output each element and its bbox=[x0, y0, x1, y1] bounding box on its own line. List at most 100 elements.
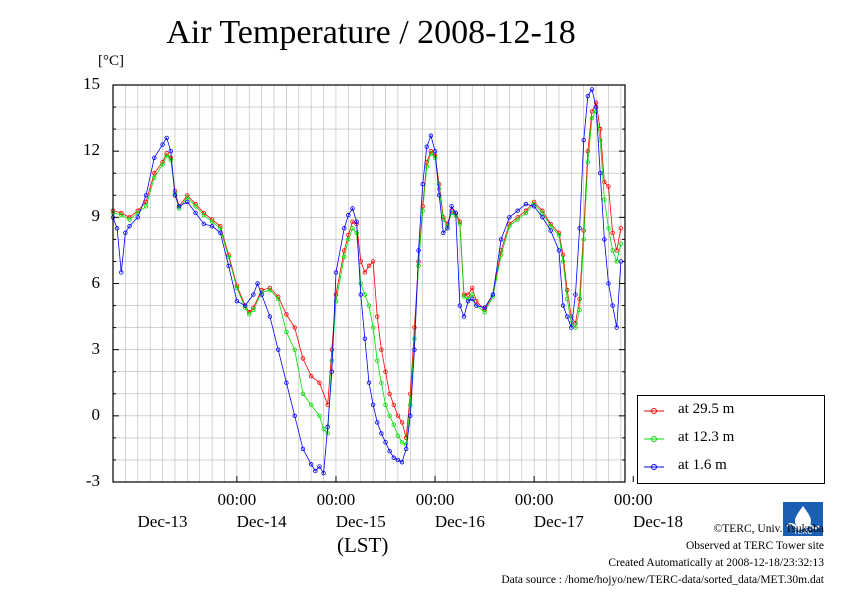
x-tick-day-label: Dec-16 bbox=[434, 512, 485, 531]
data-point bbox=[251, 307, 256, 313]
data-point bbox=[383, 440, 388, 445]
data-point bbox=[618, 241, 624, 246]
data-point bbox=[408, 391, 413, 396]
data-point bbox=[292, 325, 297, 330]
series-line-at-29-5-m bbox=[112, 101, 622, 438]
data-point bbox=[498, 252, 504, 258]
data-point bbox=[449, 210, 454, 216]
data-point bbox=[152, 155, 157, 160]
data-point bbox=[366, 380, 372, 385]
data-point bbox=[606, 226, 611, 231]
data-point bbox=[193, 210, 198, 216]
data-point bbox=[300, 391, 306, 396]
terc-logo: TERC bbox=[783, 502, 823, 536]
data-point bbox=[441, 230, 446, 235]
data-point bbox=[416, 263, 421, 269]
data-point bbox=[436, 186, 442, 191]
data-point bbox=[432, 155, 438, 160]
data-point bbox=[482, 309, 487, 315]
data-point bbox=[482, 305, 487, 310]
series-layer bbox=[110, 87, 624, 476]
data-point bbox=[573, 321, 578, 326]
data-point bbox=[379, 347, 384, 352]
data-point bbox=[408, 413, 413, 419]
data-point bbox=[168, 157, 174, 163]
data-point bbox=[515, 208, 520, 213]
data-point bbox=[342, 226, 347, 231]
data-point bbox=[523, 201, 529, 207]
data-point bbox=[383, 402, 388, 408]
data-point bbox=[490, 292, 496, 297]
data-point bbox=[470, 296, 475, 302]
y-tick-label: 0 bbox=[91, 404, 101, 424]
data-point bbox=[164, 153, 169, 158]
legend: at 29.5 m at 12.3 m at 1.6 m bbox=[637, 395, 825, 484]
data-point bbox=[556, 232, 562, 238]
data-point bbox=[218, 230, 223, 235]
data-point bbox=[507, 223, 512, 229]
data-point bbox=[329, 369, 335, 374]
data-point bbox=[560, 303, 566, 308]
legend-label-12-3m: at 12.3 m bbox=[678, 429, 735, 445]
data-point bbox=[548, 223, 553, 229]
x-tick-day-label: Dec-14 bbox=[236, 512, 287, 531]
data-point bbox=[321, 470, 326, 476]
data-point bbox=[284, 312, 289, 317]
series-line-at-12-3-m bbox=[112, 110, 622, 446]
data-point bbox=[346, 237, 351, 242]
data-point bbox=[560, 252, 566, 258]
data-point bbox=[399, 440, 405, 445]
data-point bbox=[606, 184, 611, 189]
data-point bbox=[308, 373, 314, 379]
data-point bbox=[391, 455, 396, 460]
x-axis-label: (LST) bbox=[337, 533, 389, 557]
data-point bbox=[416, 248, 421, 253]
data-point bbox=[602, 237, 607, 242]
grid-lines bbox=[113, 85, 625, 482]
data-point bbox=[152, 171, 157, 176]
x-tick-time-label: 00:00 bbox=[415, 490, 455, 509]
y-tick-label: 3 bbox=[91, 338, 101, 358]
data-point bbox=[267, 287, 273, 293]
x-tick-time-label: 00:00 bbox=[613, 490, 653, 509]
data-point bbox=[589, 109, 595, 114]
credit-observed: Observed at TERC Tower site bbox=[685, 540, 824, 552]
data-point bbox=[602, 197, 607, 202]
data-point bbox=[354, 230, 359, 235]
data-point bbox=[391, 402, 396, 408]
data-point bbox=[292, 347, 297, 352]
data-point bbox=[275, 296, 281, 302]
data-point bbox=[375, 420, 380, 425]
x-tick-day-label: Dec-18 bbox=[633, 512, 684, 531]
data-point bbox=[284, 329, 289, 335]
data-point bbox=[209, 219, 215, 224]
data-point bbox=[255, 281, 260, 286]
data-point bbox=[308, 402, 314, 408]
data-point bbox=[234, 285, 240, 291]
data-point bbox=[226, 263, 231, 269]
data-point bbox=[556, 248, 562, 253]
data-point bbox=[548, 228, 553, 233]
data-point bbox=[618, 226, 624, 231]
data-point bbox=[577, 226, 582, 231]
data-point bbox=[251, 292, 256, 297]
data-point bbox=[449, 204, 454, 209]
data-point bbox=[379, 431, 384, 436]
series-line-at-1-6-m bbox=[112, 88, 622, 475]
data-point bbox=[333, 298, 339, 304]
y-axis-unit: [°C] bbox=[98, 53, 124, 69]
logo-text: TERC bbox=[793, 529, 812, 536]
axis-ticks bbox=[113, 84, 634, 483]
y-tick-label: -3 bbox=[85, 471, 100, 490]
data-point bbox=[507, 215, 512, 220]
data-point bbox=[333, 292, 339, 297]
data-point bbox=[573, 325, 578, 330]
data-point bbox=[585, 93, 591, 99]
data-point bbox=[346, 212, 351, 218]
data-point bbox=[387, 448, 392, 454]
x-tick-time-label: 00:00 bbox=[217, 490, 257, 509]
data-point bbox=[457, 303, 463, 308]
legend-swatch-12-3m bbox=[644, 436, 664, 442]
data-point bbox=[366, 303, 372, 308]
